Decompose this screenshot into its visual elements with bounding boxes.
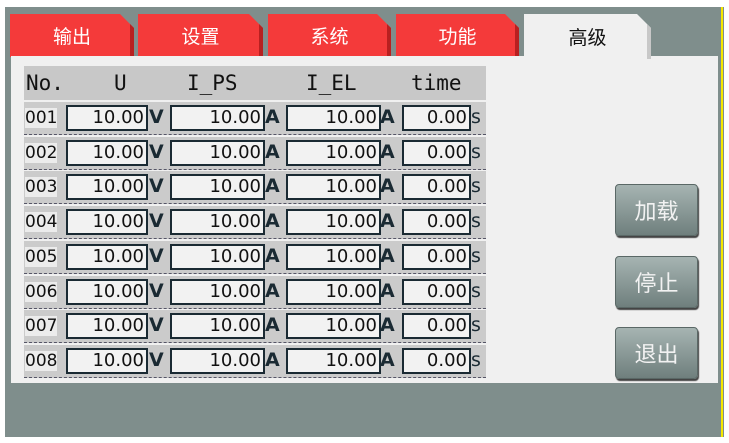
unit-s: s [471,244,481,267]
table-row: 001 10.00 V 10.00 A 10.00 A 0.00 s [24,102,486,135]
unit-a: A [265,244,280,267]
i-ps-input[interactable]: 10.00 [170,243,265,270]
unit-a: A [265,279,280,302]
screen-edge [721,7,723,437]
row-number: 001 [25,108,58,128]
row-number: 004 [25,212,58,233]
voltage-input[interactable]: 10.00 [66,209,148,236]
unit-v: V [149,140,164,163]
unit-a: A [265,348,280,371]
row-number: 006 [25,281,58,302]
load-button[interactable]: 加载 [615,184,698,236]
unit-a: A [265,106,280,128]
i-el-input[interactable]: 10.00 [286,209,381,236]
unit-a: A [265,140,280,163]
tab-output[interactable]: 输出 [10,14,134,57]
exit-button[interactable]: 退出 [615,327,698,379]
unit-s: s [471,140,481,163]
i-el-input[interactable]: 10.00 [286,347,381,374]
voltage-input[interactable]: 10.00 [66,105,148,131]
unit-s: s [471,279,481,302]
unit-v: V [149,175,164,198]
unit-v: V [149,210,164,233]
unit-a: A [380,140,395,163]
unit-a: A [380,210,395,233]
table-row: 003 10.00 V 10.00 A 10.00 A 0.00 s [24,171,486,205]
time-input[interactable]: 0.00 [402,139,471,166]
stop-button[interactable]: 停止 [615,256,698,308]
header-u: U [114,71,127,95]
unit-a: A [380,314,395,337]
unit-a: A [265,175,280,198]
time-input[interactable]: 0.00 [402,243,471,270]
time-input[interactable]: 0.00 [402,209,471,236]
i-el-input[interactable]: 10.00 [286,139,381,166]
unit-s: s [471,175,481,198]
row-number: 003 [25,177,58,198]
i-ps-input[interactable]: 10.00 [170,278,265,305]
i-ps-input[interactable]: 10.00 [170,174,265,201]
table-row: 007 10.00 V 10.00 A 10.00 A 0.00 s [24,310,486,344]
time-input[interactable]: 0.00 [402,278,471,305]
table-header: No. U I_PS I_EL time [24,66,486,100]
tab-advanced[interactable]: 高级 [524,14,651,59]
i-el-input[interactable]: 10.00 [286,243,381,270]
unit-v: V [149,244,164,267]
time-input[interactable]: 0.00 [402,313,471,340]
i-el-input[interactable]: 10.00 [286,174,381,201]
row-number: 007 [25,316,58,337]
table-row: 002 10.00 V 10.00 A 10.00 A 0.00 s [24,136,486,170]
unit-a: A [380,279,395,302]
unit-s: s [471,348,481,371]
i-ps-input[interactable]: 10.00 [170,209,265,236]
unit-a: A [380,175,395,198]
unit-a: A [380,106,395,128]
tab-system[interactable]: 系统 [268,14,391,57]
i-el-input[interactable]: 10.00 [286,313,381,340]
table-row: 005 10.00 V 10.00 A 10.00 A 0.00 s [24,240,486,274]
row-number: 008 [25,350,58,371]
voltage-input[interactable]: 10.00 [66,139,148,166]
table-row: 008 10.00 V 10.00 A 10.00 A 0.00 s [24,344,486,378]
row-number: 002 [25,142,58,163]
i-ps-input[interactable]: 10.00 [170,313,265,340]
voltage-input[interactable]: 10.00 [66,174,148,201]
unit-v: V [149,279,164,302]
voltage-input[interactable]: 10.00 [66,243,148,270]
table-row: 004 10.00 V 10.00 A 10.00 A 0.00 s [24,206,486,240]
time-input[interactable]: 0.00 [402,174,471,201]
unit-s: s [471,210,481,233]
header-time: time [411,71,462,95]
i-ps-input[interactable]: 10.00 [170,139,265,166]
i-ps-input[interactable]: 10.00 [170,105,265,131]
unit-s: s [471,106,481,128]
unit-s: s [471,314,481,337]
time-input[interactable]: 0.00 [402,105,471,131]
i-el-input[interactable]: 10.00 [286,278,381,305]
voltage-input[interactable]: 10.00 [66,347,148,374]
unit-v: V [149,106,164,128]
unit-a: A [265,210,280,233]
i-ps-input[interactable]: 10.00 [170,347,265,374]
unit-a: A [380,244,395,267]
unit-v: V [149,314,164,337]
time-input[interactable]: 0.00 [402,347,471,374]
i-el-input[interactable]: 10.00 [286,105,381,131]
voltage-input[interactable]: 10.00 [66,313,148,340]
unit-a: A [380,348,395,371]
unit-a: A [265,314,280,337]
unit-v: V [149,348,164,371]
row-number: 005 [25,246,58,267]
tab-function[interactable]: 功能 [396,14,519,57]
table-row: 006 10.00 V 10.00 A 10.00 A 0.00 s [24,275,486,309]
voltage-input[interactable]: 10.00 [66,278,148,305]
header-i-el: I_EL [306,71,357,95]
tab-settings[interactable]: 设置 [138,14,263,57]
header-no: No. [26,71,64,95]
header-i-ps: I_PS [187,71,238,95]
